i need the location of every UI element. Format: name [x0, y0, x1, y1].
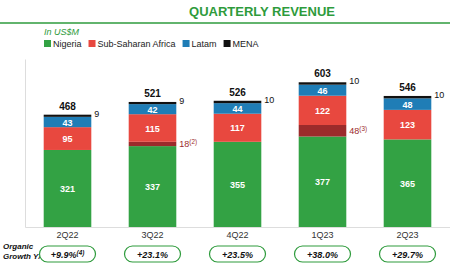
- data-label: 10: [349, 76, 359, 86]
- organic-growth-value: +38.0%: [307, 250, 338, 260]
- bar-segment: [384, 98, 432, 110]
- bar-segment: [214, 114, 262, 142]
- organic-growth-value: +29.7%: [392, 250, 423, 260]
- legend-label: Latam: [192, 39, 217, 49]
- organic-growth-pill: [125, 246, 181, 262]
- organic-growth-value: +23.1%: [137, 250, 168, 260]
- bars: [44, 82, 432, 227]
- data-label: 10: [264, 95, 274, 105]
- bar-segment: [214, 101, 262, 103]
- data-label: 48: [402, 100, 412, 110]
- data-label: 123: [400, 120, 415, 130]
- total-label: 526: [229, 87, 246, 98]
- x-axis-line: [26, 227, 450, 228]
- data-label: 337: [145, 182, 160, 192]
- bar-segment: [129, 104, 177, 114]
- bar-segment: [44, 127, 92, 150]
- subtitle: In US$M: [44, 27, 80, 37]
- organic-growth-pill: [380, 246, 436, 262]
- data-label: 46: [317, 86, 327, 96]
- organic-growth-pill: [295, 246, 351, 262]
- legend-swatch: [183, 40, 190, 47]
- bar-segment: [384, 110, 432, 140]
- data-label: 377: [315, 177, 330, 187]
- x-tick: 1Q23: [311, 227, 333, 240]
- legend: Nigeria Sub-Saharan Africa Latam MENA: [44, 39, 259, 49]
- legend-label: MENA: [233, 39, 259, 49]
- organic-growth-value: +23.5%: [222, 250, 253, 260]
- data-label: 9: [179, 96, 184, 106]
- title: QUARTERLY REVENUE: [189, 4, 335, 19]
- data-labels: 321 95 43 9 337 18(2) 115 42 9 355 117 44 10 377 48(3)…: [59, 68, 444, 194]
- bar-segment: [44, 150, 92, 227]
- organic-growth-pill: [210, 246, 266, 262]
- data-label: 9: [94, 109, 99, 119]
- chart: QUARTERLY REVENUE In US$M Nigeria Sub-Sahar…: [0, 0, 450, 266]
- x-axis: 2Q22 3Q22 4Q22 1Q23 2Q23: [26, 227, 450, 240]
- x-tick-label: 1Q23: [311, 230, 333, 240]
- total-label: 521: [144, 88, 161, 99]
- bar-segment: [214, 103, 262, 114]
- legend-swatch: [89, 40, 96, 47]
- data-label: 117: [230, 123, 245, 133]
- y-axis: [25, 60, 26, 228]
- total-label: 603: [314, 68, 331, 79]
- x-tick: 3Q22: [141, 227, 163, 240]
- data-label: 42: [147, 105, 157, 115]
- data-label: 321: [60, 184, 75, 194]
- x-tick-label: 4Q22: [226, 230, 248, 240]
- legend-label: Nigeria: [53, 39, 82, 49]
- x-tick: 4Q22: [226, 227, 248, 240]
- organic-growth: OrganicGrowth Y/Y+9.9%(4)+23.1%+23.5%+38…: [3, 242, 436, 262]
- legend-swatch: [44, 40, 51, 47]
- x-tick-label: 3Q22: [141, 230, 163, 240]
- x-tick: 2Q23: [396, 227, 418, 240]
- data-label: 115: [145, 124, 160, 134]
- bar-segment: [44, 117, 92, 127]
- bar-segment: [384, 96, 432, 98]
- bar-segment: [299, 85, 347, 96]
- total-label: 468: [59, 101, 76, 112]
- x-tick: 2Q22: [56, 227, 78, 240]
- data-label: 365: [400, 179, 415, 189]
- legend-label: Sub-Saharan Africa: [98, 39, 176, 49]
- bar-segment: [299, 82, 347, 84]
- data-label: 355: [230, 180, 245, 190]
- y-axis-line: [25, 60, 26, 228]
- organic-growth-title: Organic: [3, 242, 34, 251]
- bar-segment: [129, 142, 177, 146]
- total-label: 546: [399, 82, 416, 93]
- x-tick-label: 2Q22: [56, 230, 78, 240]
- data-label: 18(2): [179, 138, 197, 149]
- x-tick-label: 2Q23: [396, 230, 418, 240]
- bar-segment: [384, 139, 432, 227]
- organic-growth-pill: [40, 246, 96, 262]
- bar-segment: [299, 96, 347, 125]
- data-label: 43: [62, 118, 72, 128]
- data-label: 48(3): [349, 125, 367, 136]
- data-label: 44: [232, 104, 242, 114]
- bar-segment: [299, 125, 347, 137]
- bar-segment: [129, 114, 177, 142]
- data-label: 10: [434, 90, 444, 100]
- data-label: 95: [62, 134, 72, 144]
- bar-segment: [129, 146, 177, 227]
- title-rule: [0, 22, 450, 24]
- legend-swatch: [224, 40, 231, 47]
- organic-growth-value: +9.9%(4): [51, 249, 84, 260]
- data-label: 122: [315, 106, 330, 116]
- bar-segment: [299, 137, 347, 227]
- bar-segment: [214, 142, 262, 227]
